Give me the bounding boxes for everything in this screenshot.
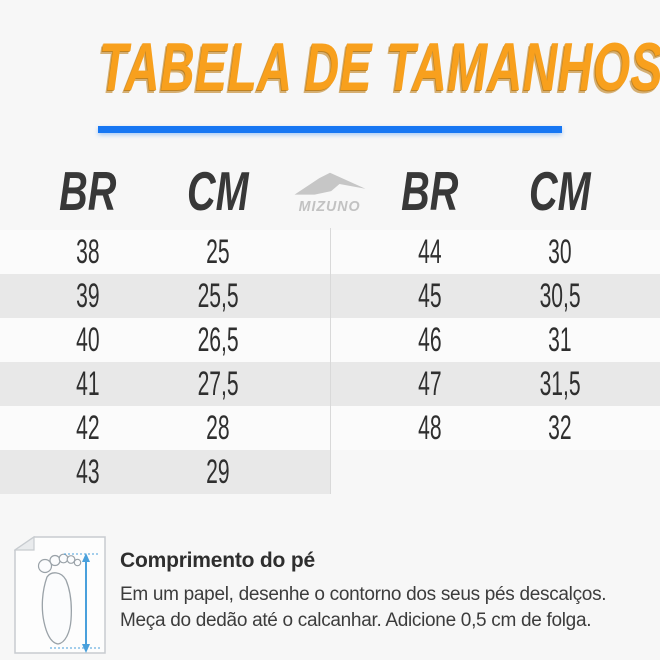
table-row <box>0 450 330 494</box>
table-cell: 30,5 <box>539 276 581 315</box>
header-cm-left: CM <box>187 160 249 222</box>
mizuno-logo: MIZUNO <box>288 167 372 219</box>
table-cell: 45 <box>418 276 442 315</box>
table-cell: 27,5 <box>197 364 239 403</box>
mizuno-wordmark: MIZUNO <box>299 198 361 215</box>
table-cell: 25,5 <box>197 276 239 315</box>
instructions-line-2: Meça do dedão até o calcanhar. Adicione … <box>120 610 592 631</box>
table-cell: 47 <box>418 364 442 403</box>
table-cell: 39 <box>76 276 100 315</box>
length-arrow-icon <box>50 553 100 653</box>
mizuno-runbird-icon <box>294 172 366 195</box>
table-cell: 25 <box>206 232 230 271</box>
table-cell: 30 <box>548 232 572 271</box>
header-cm-right: CM <box>529 160 591 222</box>
table-cell: 41 <box>76 364 100 403</box>
table-cell: 38 <box>76 232 100 271</box>
table-cell: 26,5 <box>197 320 239 359</box>
table-center-divider <box>330 228 331 494</box>
header-br-right: BR <box>401 160 459 222</box>
measure-instructions: Comprimento do pé Em um papel, desenhe o… <box>120 549 640 634</box>
instructions-heading: Comprimento do pé <box>120 549 315 572</box>
foot-measure-icon <box>14 536 106 654</box>
table-cell: 32 <box>548 408 572 447</box>
table-cell: 44 <box>418 232 442 271</box>
instructions-line-1: Em um papel, desenhe o contorno dos seus… <box>120 584 607 605</box>
header-br-left: BR <box>59 160 117 222</box>
page-title: TABELA DE TAMANHOS <box>99 29 660 105</box>
table-cell: 28 <box>206 408 230 447</box>
table-cell: 43 <box>76 452 100 491</box>
title-underline <box>98 126 562 133</box>
table-cell: 42 <box>76 408 100 447</box>
table-cell: 31,5 <box>539 364 581 403</box>
table-cell: 31 <box>548 320 572 359</box>
table-cell: 29 <box>206 452 230 491</box>
table-cell: 46 <box>418 320 442 359</box>
table-cell: 40 <box>76 320 100 359</box>
table-cell: 48 <box>418 408 442 447</box>
